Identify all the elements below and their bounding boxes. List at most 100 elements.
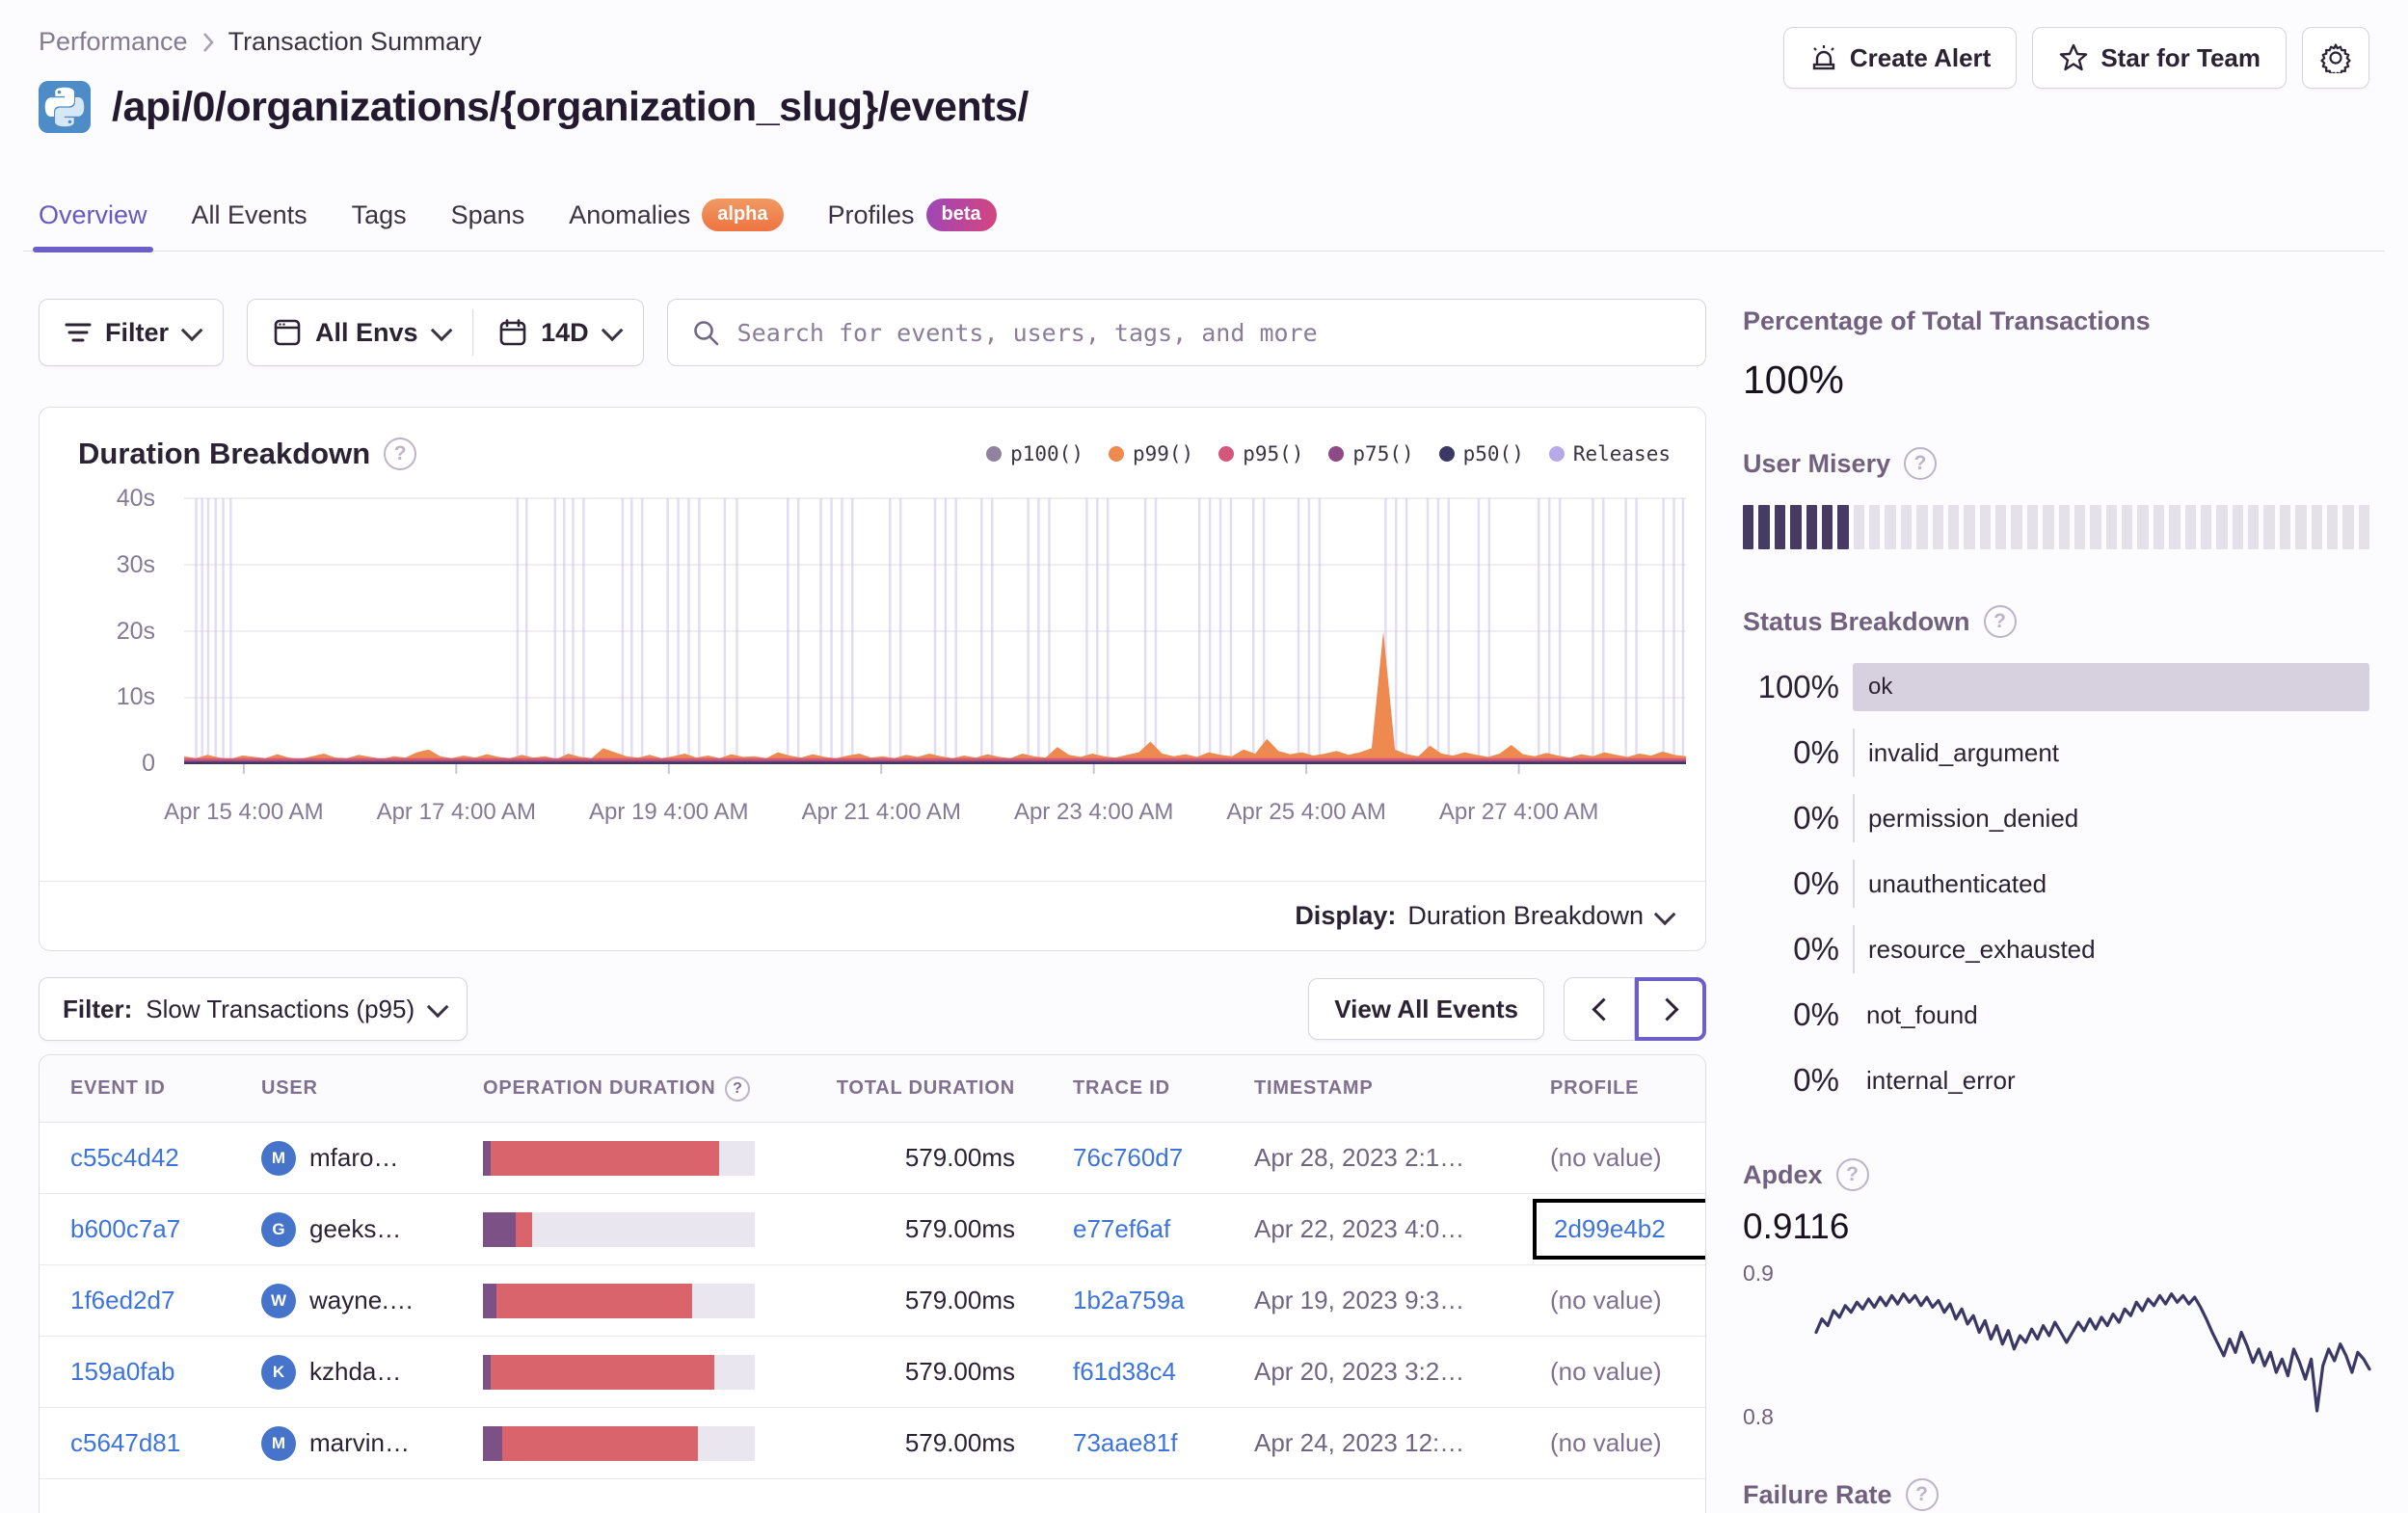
tab-tags[interactable]: Tags [351, 199, 407, 229]
create-alert-button[interactable]: Create Alert [1782, 27, 2018, 89]
display-value[interactable]: Duration Breakdown [1407, 901, 1644, 930]
profile-cell: (no value) [1550, 1143, 1662, 1172]
status-row: 0% permission_denied [1743, 794, 2369, 842]
events-toolbar: Filter: Slow Transactions (p95) View All… [39, 977, 1706, 1041]
chevron-down-icon [180, 319, 203, 342]
legend-p95[interactable]: p95() [1218, 442, 1303, 465]
status-percent: 100% [1757, 669, 1839, 704]
timestamp-cell: Apr 24, 2023 12:… [1254, 1428, 1465, 1457]
pct-total-title: Percentage of Total Transactions [1743, 306, 2151, 335]
misery-bar-empty [1916, 505, 1928, 549]
settings-button[interactable] [2302, 27, 2369, 89]
trace-id-link[interactable]: 1b2a759a [1073, 1286, 1185, 1314]
star-for-team-button[interactable]: Star for Team [2032, 27, 2287, 89]
trace-id-link[interactable]: 73aae81f [1073, 1428, 1178, 1457]
date-range-label: 14D [541, 317, 589, 347]
legend-releases[interactable]: Releases [1548, 442, 1671, 465]
help-icon[interactable]: ? [1835, 1158, 1869, 1191]
tab-anomalies[interactable]: Anomalies alpha [569, 199, 784, 251]
help-icon[interactable]: ? [384, 438, 417, 470]
misery-bar-empty [2137, 505, 2149, 549]
event-id-link[interactable]: 159a0fab [70, 1357, 175, 1386]
event-id-link[interactable]: 1f6ed2d7 [70, 1286, 175, 1314]
environment-dropdown[interactable]: All Envs [248, 300, 472, 365]
help-icon[interactable]: ? [725, 1075, 751, 1102]
misery-bar-empty [1900, 505, 1913, 549]
misery-bar-empty [2232, 505, 2243, 549]
previous-page-button[interactable] [1564, 977, 1635, 1041]
page-title: /api/0/organizations/{organization_slug}… [112, 83, 1029, 130]
profile-link-highlighted[interactable]: 2d99e4b2 [1533, 1199, 1705, 1260]
misery-bar-empty [2248, 505, 2260, 549]
trace-id-link[interactable]: f61d38c4 [1073, 1357, 1176, 1386]
avatar: K [261, 1354, 296, 1390]
trace-id-link[interactable]: 76c760d7 [1073, 1143, 1184, 1172]
view-all-events-button[interactable]: View All Events [1308, 978, 1544, 1040]
tabs-bar: Overview All Events Tags Spans Anomalies… [23, 199, 2385, 252]
apdex-sparkline: 0.9 0.8 [1743, 1261, 2371, 1436]
search-input[interactable] [736, 318, 1682, 347]
filter-dropdown[interactable]: Filter [39, 299, 225, 366]
misery-bar-filled [1806, 505, 1817, 549]
duration-breakdown-card: Duration Breakdown ? p100() p99() p95() … [39, 407, 1706, 951]
misery-bar-empty [2169, 505, 2181, 549]
failure-rate-section: Failure Rate? 0.12% [1743, 1478, 2369, 1513]
event-id-link[interactable]: c55c4d42 [70, 1143, 179, 1172]
legend-p100[interactable]: p100() [986, 442, 1084, 465]
filter-icon [65, 323, 92, 342]
avatar: M [261, 1425, 296, 1461]
legend-p75[interactable]: p75() [1328, 442, 1414, 465]
top-bar: Performance Transaction Summary Create A… [39, 27, 2369, 89]
alpha-badge: alpha [702, 199, 784, 231]
trace-id-link[interactable]: e77ef6af [1073, 1214, 1171, 1243]
next-page-button[interactable] [1635, 977, 1706, 1041]
legend-p99[interactable]: p99() [1108, 442, 1193, 465]
search-bar[interactable] [666, 299, 1706, 366]
siren-icon [1812, 45, 1835, 70]
status-bar-ok[interactable]: ok [1853, 663, 2369, 711]
total-duration-cell: 579.00ms [904, 1214, 1015, 1243]
status-percent: 0% [1793, 734, 1839, 770]
help-icon[interactable]: ? [1983, 605, 2017, 638]
tab-overview[interactable]: Overview [33, 199, 153, 252]
star-icon [2060, 43, 2088, 71]
total-duration-cell: 579.00ms [904, 1143, 1015, 1172]
misery-bar-filled [1774, 505, 1786, 549]
help-icon[interactable]: ? [1904, 447, 1938, 480]
misery-bar-empty [2026, 505, 2039, 549]
col-operation-duration: OPERATION DURATION? [483, 1075, 818, 1102]
user-name: marvin… [309, 1428, 411, 1457]
tab-profiles[interactable]: Profiles beta [828, 199, 997, 251]
breadcrumb-performance[interactable]: Performance [39, 27, 188, 56]
env-date-group: All Envs 14D [247, 299, 644, 366]
events-table: EVENT ID USER OPERATION DURATION? TOTAL … [39, 1054, 1706, 1513]
help-icon[interactable]: ? [1905, 1478, 1939, 1511]
tab-spans[interactable]: Spans [450, 199, 525, 229]
misery-bar-empty [2279, 505, 2291, 549]
tab-all-events[interactable]: All Events [191, 199, 308, 229]
misery-bar-empty [2295, 505, 2307, 549]
status-label: internal_error [1866, 1065, 2016, 1095]
event-id-link[interactable]: b600c7a7 [70, 1214, 181, 1243]
chevron-down-icon[interactable] [1653, 903, 1676, 925]
profile-cell: (no value) [1550, 1286, 1662, 1314]
total-duration-cell: 579.00ms [904, 1428, 1015, 1457]
x-tick-label: Apr 17 4:00 AM [376, 799, 537, 825]
status-percent: 0% [1793, 800, 1839, 836]
duration-chart[interactable]: 40s 30s 20s 10s 0 [117, 485, 1686, 777]
window-icon [274, 319, 301, 346]
search-icon [693, 321, 718, 346]
legend-p50[interactable]: p50() [1438, 442, 1524, 465]
misery-bar-filled [1790, 505, 1802, 549]
python-platform-icon [39, 81, 91, 133]
event-id-link[interactable]: c5647d81 [70, 1428, 181, 1457]
date-range-dropdown[interactable]: 14D [473, 300, 643, 365]
duration-chart-svg [184, 497, 1686, 774]
status-label: invalid_argument [1868, 737, 2060, 767]
summary-sidebar: Percentage of Total Transactions 100% Us… [1743, 306, 2371, 1513]
slow-transactions-filter[interactable]: Filter: Slow Transactions (p95) [39, 977, 468, 1041]
misery-bar-empty [1964, 505, 1975, 549]
